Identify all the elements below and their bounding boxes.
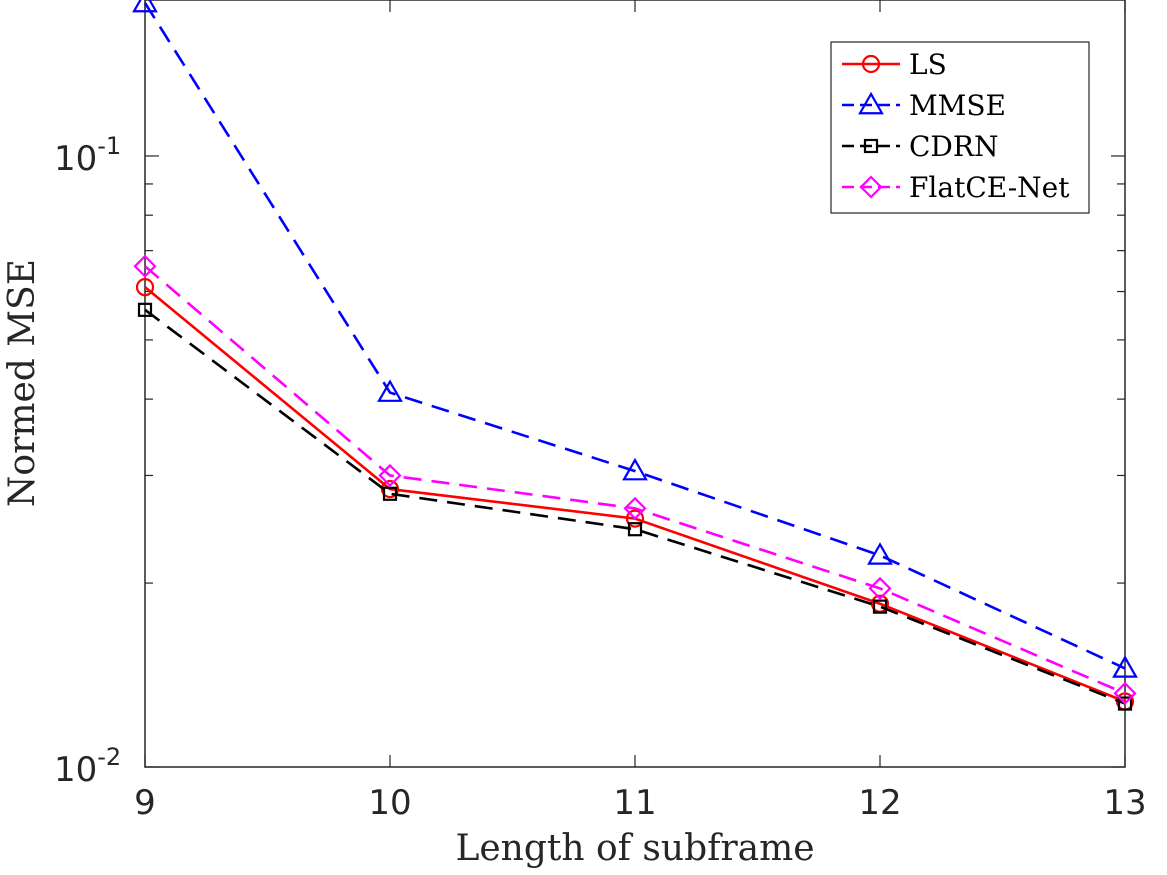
data-point-flatce-net — [133, 254, 157, 278]
data-point-cdrn — [137, 302, 153, 317]
data-point-mmse — [377, 379, 403, 402]
legend-entry-cdrn: CDRN — [842, 130, 998, 163]
data-point-mmse — [622, 457, 648, 481]
legend-marker — [859, 175, 883, 199]
data-point-mmse — [867, 542, 893, 565]
legend-entry-mmse: MMSE — [842, 89, 1006, 122]
legend: LS MMSE CDRN FlatCE-Net — [830, 41, 1090, 214]
legend-marker — [863, 138, 879, 154]
legend-label: CDRN — [909, 130, 998, 163]
legend-marker — [861, 54, 881, 74]
legend-label: MMSE — [909, 89, 1006, 122]
y-axis-title: Normed MSE — [2, 259, 43, 507]
x-axis-ticks: 9 10 11 12 13 — [134, 0, 1147, 823]
data-point-flatce-net — [868, 576, 892, 600]
series-line-cdrn — [144, 308, 1126, 705]
data-point-flatce-net — [623, 496, 647, 520]
x-tick-label: 9 — [134, 783, 156, 823]
series-flatce-net — [133, 254, 1137, 705]
data-point-cdrn — [627, 522, 643, 537]
x-axis-title: Length of subframe — [455, 828, 814, 869]
data-point-mmse — [1112, 655, 1138, 678]
legend-marker — [858, 91, 884, 115]
data-point-mmse — [132, 0, 158, 13]
y-tick-label: 10-1 — [54, 132, 121, 179]
data-point-cdrn — [1117, 696, 1133, 711]
series-line-flatce-net — [144, 265, 1126, 695]
data-point-cdrn — [872, 599, 888, 614]
series-mmse — [132, 0, 1138, 678]
data-point-flatce-net — [378, 463, 402, 488]
y-tick-label: 10-2 — [54, 743, 121, 790]
legend-label: LS — [909, 48, 947, 81]
legend-label: FlatCE-Net — [909, 171, 1070, 204]
legend-entry-ls: LS — [842, 48, 947, 81]
series-cdrn — [137, 302, 1133, 711]
y-axis-ticks: 10-1 10-2 — [54, 132, 1125, 790]
data-point-cdrn — [382, 486, 398, 501]
data-point-ls — [625, 509, 645, 528]
x-tick-label: 11 — [613, 783, 656, 823]
series-layer — [132, 0, 1138, 711]
x-tick-label: 13 — [1103, 783, 1146, 823]
legend-entry-flatce-net: FlatCE-Net — [842, 171, 1070, 204]
data-point-ls — [135, 278, 155, 297]
x-tick-label: 10 — [368, 783, 411, 823]
x-tick-label: 12 — [858, 783, 901, 823]
series-line-mmse — [143, 2, 1126, 670]
data-point-flatce-net — [1113, 681, 1137, 705]
